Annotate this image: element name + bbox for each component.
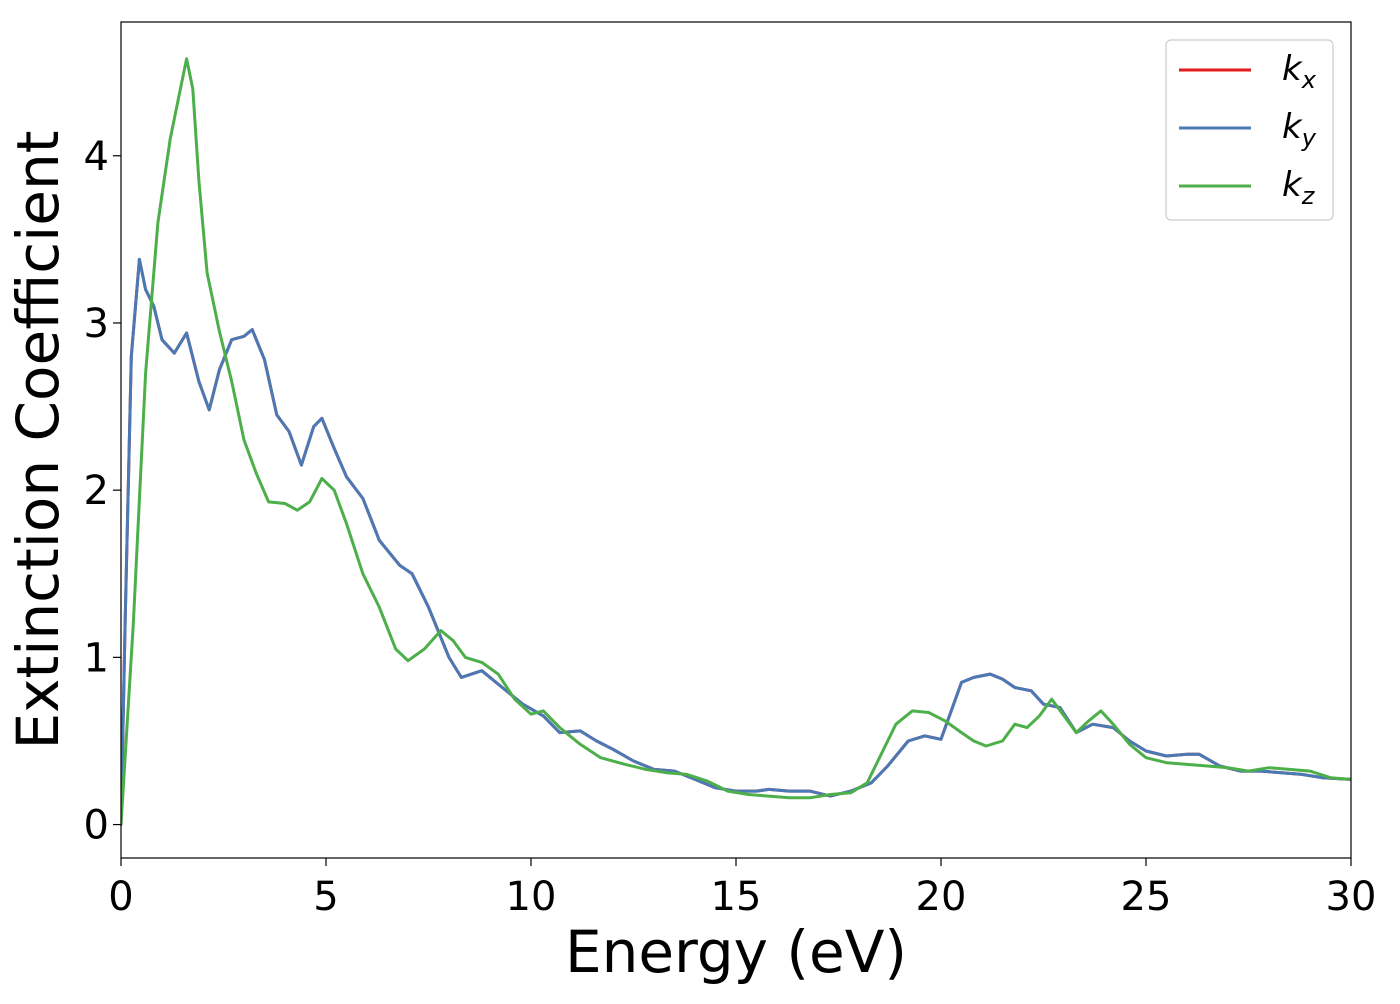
axes-layer: 0 5 10 15 20 25 30 0 1 2 3 4 Energy (eV) Extinction C…: [4, 21, 1377, 986]
legend-label: ky: [1282, 107, 1317, 152]
series-line-kz: [121, 57, 1351, 827]
x-tick-label: 20: [916, 874, 967, 920]
x-tick-label: 30: [1326, 874, 1377, 920]
legend: kx ky kz: [1165, 39, 1334, 221]
x-tick-label: 10: [506, 874, 557, 920]
x-tick-label: 5: [313, 874, 338, 920]
y-axis-title: Extinction Coefficient: [4, 131, 72, 750]
legend-box: [1165, 39, 1334, 221]
x-tick-label: 0: [108, 874, 133, 920]
series-line-ky: [121, 257, 1351, 827]
series-line-kx: [121, 257, 1351, 827]
x-axis-title: Energy (eV): [565, 918, 907, 986]
series-layer: [121, 57, 1351, 827]
x-tick-label: 25: [1121, 874, 1172, 920]
y-tick-label: 1: [84, 635, 109, 681]
legend-entry-ky: ky: [1179, 107, 1317, 152]
legend-label: kz: [1282, 165, 1316, 210]
legend-label: kx: [1282, 49, 1317, 94]
legend-entry-kx: kx: [1179, 49, 1317, 94]
y-tick-label: 0: [84, 803, 109, 849]
x-tick-label: 15: [711, 874, 762, 920]
y-tick-label: 3: [84, 301, 109, 347]
y-tick-label: 2: [84, 468, 109, 514]
y-tick-label: 4: [84, 134, 109, 180]
legend-entry-kz: kz: [1179, 165, 1316, 210]
